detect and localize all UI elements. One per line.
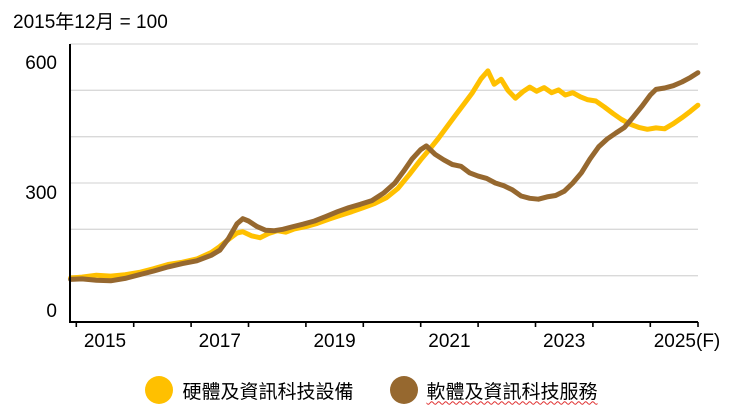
software-series-swatch-icon — [389, 376, 418, 404]
chart-legend: 硬體及資訊科技設備 軟體及資訊科技服務 — [0, 376, 743, 404]
x-axis-label: 2021 — [428, 331, 470, 352]
x-axis-label: 2025(F) — [654, 331, 721, 352]
axis-labels: 0 300 600 2015 2017 2019 2021 2023 2025(F) — [25, 53, 720, 352]
legend-label-software: 軟體及資訊科技服務 — [426, 381, 598, 403]
legend-item-hardware: 硬體及資訊科技設備 — [145, 376, 354, 404]
hardware-series-swatch-icon — [145, 376, 174, 404]
line-chart: 0 300 600 2015 2017 2019 2021 2023 2025(F) — [25, 43, 720, 352]
legend-label-hardware: 硬體及資訊科技設備 — [182, 381, 354, 403]
x-axis-label: 2023 — [543, 331, 585, 352]
y-axis-label: 600 — [25, 53, 57, 74]
axes — [69, 44, 699, 327]
y-axis-label: 300 — [25, 183, 57, 204]
x-axis-label: 2019 — [313, 331, 355, 352]
gridlines — [70, 43, 698, 277]
x-axis-label: 2015 — [84, 331, 126, 352]
axis-lines — [69, 44, 698, 323]
hardware-series-line — [68, 68, 701, 281]
x-axis-label: 2017 — [199, 331, 241, 352]
legend-item-software: 軟體及資訊科技服務 — [389, 376, 598, 404]
series-lines — [68, 68, 701, 284]
y-axis-label: 0 — [46, 301, 57, 322]
software-series-line — [68, 70, 701, 284]
chart-title: 2015年12月 = 100 — [13, 12, 168, 33]
